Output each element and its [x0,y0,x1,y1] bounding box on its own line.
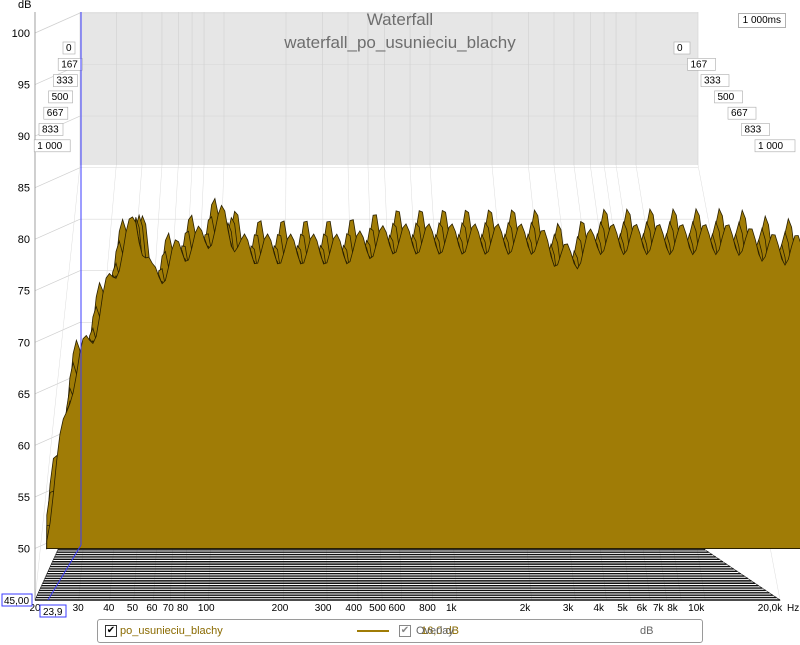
legend-offset: 16,0 dB [421,625,459,637]
time-label-left: 833 [42,125,59,136]
x-tick-label: 800 [419,603,436,614]
x-tick-label: 100 [198,603,215,614]
chart-subtitle: waterfall_po_usunieciu_blachy [284,33,516,52]
time-label-right: 1 000 [758,141,783,152]
time-label-right: 833 [745,125,762,136]
cursor-y-readout: 45,00 [4,596,29,607]
cursor-x-readout: 23,9 [43,607,63,618]
legend-bar: ✔ po_usunieciu_blachy 16,0 dB ✔ Overlay … [97,619,703,643]
x-tick-label: 10k [688,603,705,614]
time-label-right: 667 [731,108,748,119]
x-tick-label: 8k [667,603,679,614]
x-tick-label: 60 [146,603,158,614]
x-tick-label: 200 [272,603,289,614]
x-tick-label: 5k [617,603,629,614]
legend-series-name: po_usunieciu_blachy [120,625,223,637]
legend-color-swatch [357,630,389,632]
x-tick-label: 500 [369,603,386,614]
x-tick-label: 600 [389,603,406,614]
y-tick-label: 80 [18,234,30,246]
x-tick-label: 2k [520,603,532,614]
time-label-right: 333 [704,76,721,87]
y-axis: 100 95 90 85 80 75 70 65 60 55 50 [12,28,30,555]
time-label-right: 500 [718,92,735,103]
x-tick-label: 40 [103,603,115,614]
x-tick-label: 70 [163,603,175,614]
y-tick-label: 65 [18,389,30,401]
y-tick-label: 70 [18,337,30,349]
time-label-left: 500 [52,92,69,103]
x-tick-label: 3k [563,603,575,614]
time-label-left: 167 [61,59,78,70]
overlay-checkbox[interactable]: ✔ [399,625,411,637]
x-tick-label: 300 [315,603,332,614]
y-tick-label: 90 [18,131,30,143]
time-label-left: 0 [66,43,72,54]
x-tick-label: 7k [653,603,665,614]
y-unit-label: dB [18,0,31,11]
time-label-left: 333 [56,76,73,87]
x-tick-label: 400 [345,603,362,614]
y-tick-label: 75 [18,286,30,298]
time-labels-left: 0 167 333 500 667 833 1 000 [33,41,83,153]
series-checkbox[interactable]: ✔ [105,625,117,637]
x-tick-label: 30 [73,603,85,614]
legend-unit: dB [640,625,654,637]
x-tick-label: 20 [29,603,41,614]
cursor-diag [47,544,82,601]
time-labels-right: 0 167 333 500 667 833 1 000 [673,41,796,153]
time-label-left: 667 [47,108,64,119]
y-tick-label: 85 [18,183,30,195]
chart-title: Waterfall [366,10,434,29]
time-label-right: 167 [691,59,708,70]
x-tick-label: 20,0k [758,603,783,614]
y-tick-label: 50 [18,543,30,555]
time-label-right: 0 [677,43,683,54]
x-tick-label: 4k [593,603,605,614]
time-scale-label: 1 000ms [737,13,786,28]
y-tick-label: 95 [18,80,30,92]
x-tick-label: 6k [637,603,649,614]
y-tick-label: 100 [12,28,30,40]
waterfall-slices [46,197,800,550]
y-tick-label: 55 [18,492,30,504]
x-tick-label: 50 [127,603,139,614]
waterfall-slice [46,204,800,549]
x-axis: 20 30 40 50 60 70 80 100 200 300 400 500 600 800 1k 2k 3… [29,603,783,614]
time-label-left: 1 000 [37,141,62,152]
overlay-label: Overlay [416,625,454,637]
x-tick-label: 80 [177,603,189,614]
x-unit-label: Hz [787,603,799,614]
x-tick-label: 1k [446,603,458,614]
y-tick-label: 60 [18,440,30,452]
